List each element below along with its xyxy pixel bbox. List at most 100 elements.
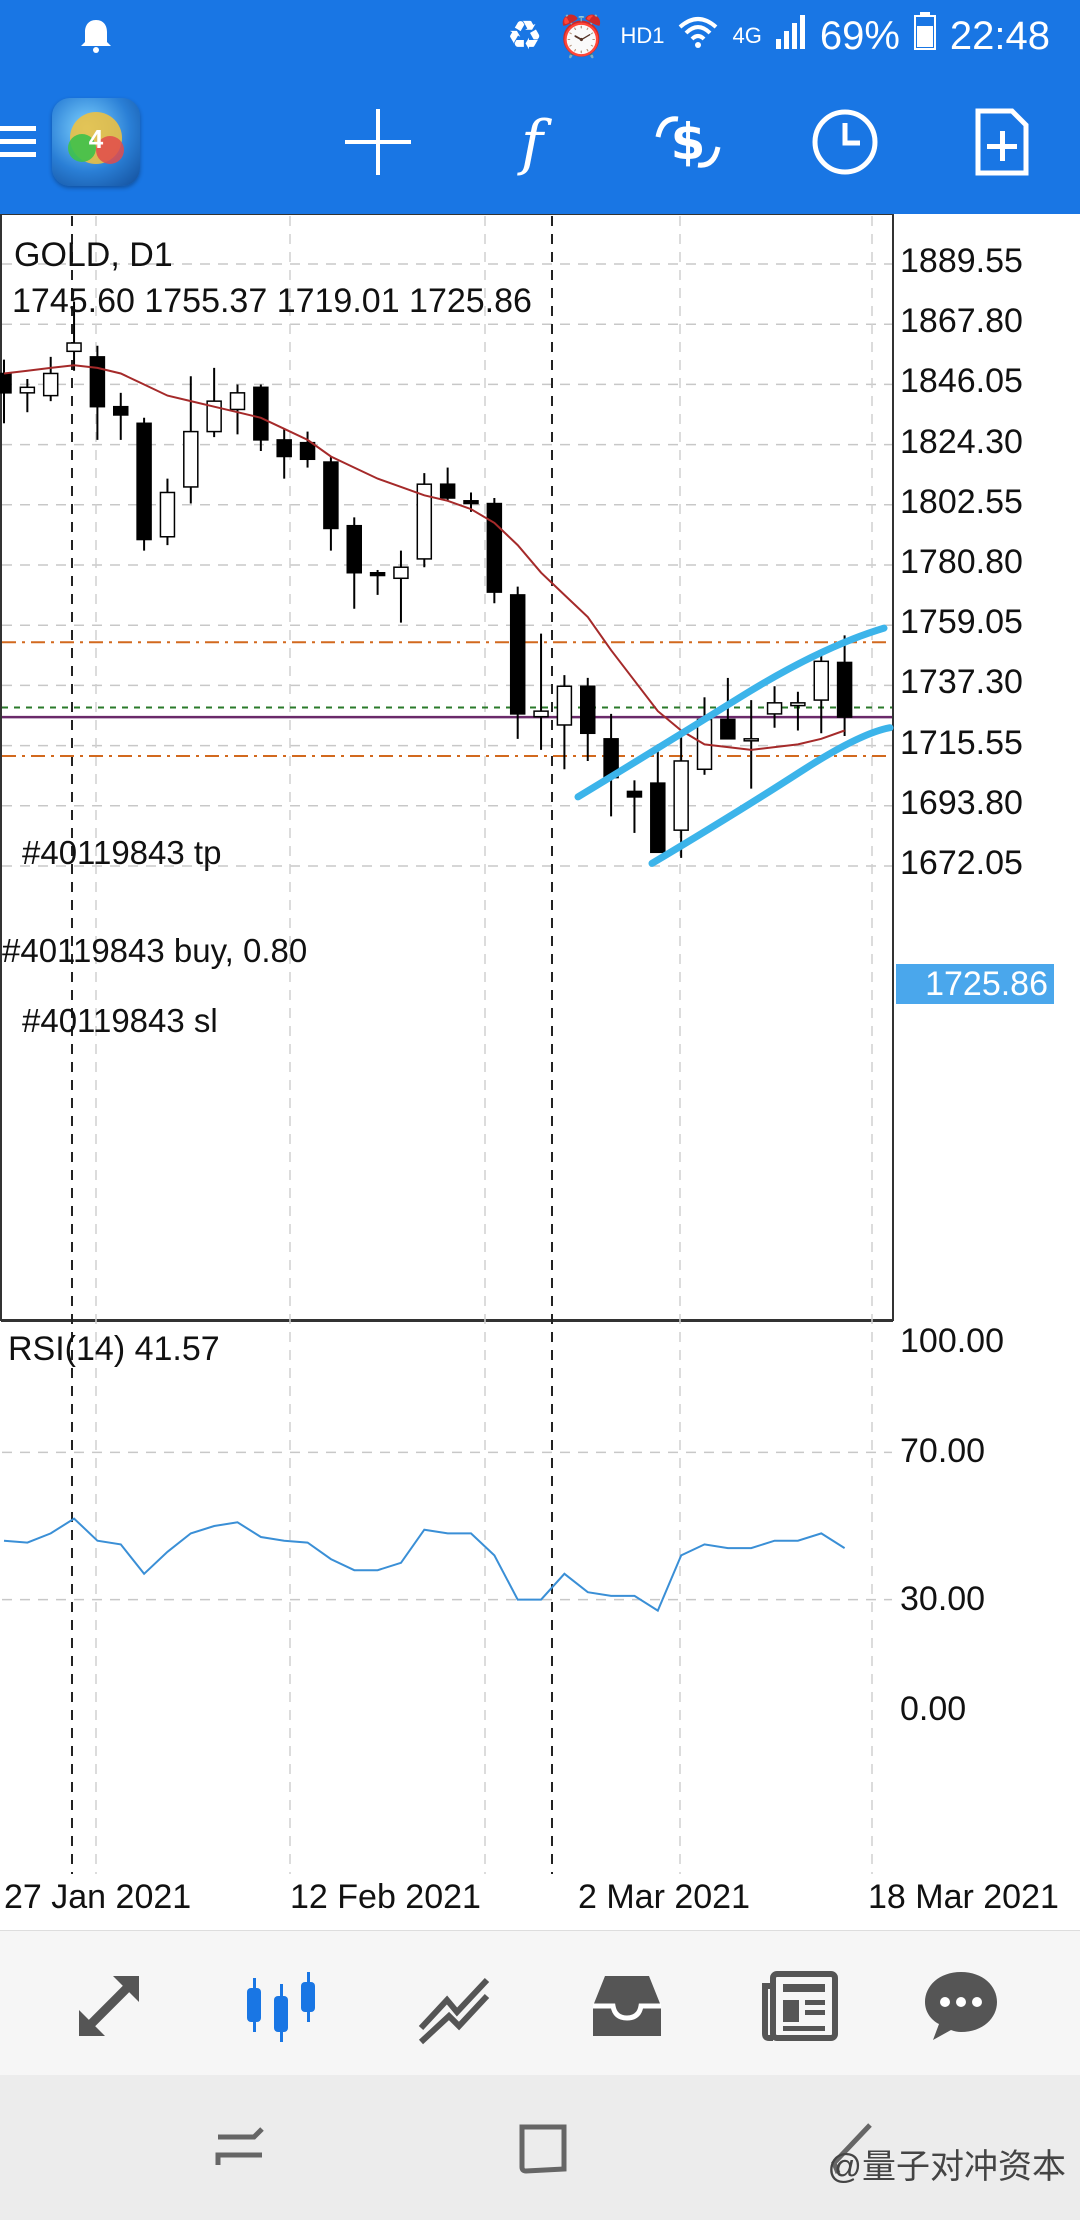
battery-icon [913, 12, 936, 60]
bull-candle [813, 660, 829, 701]
bear-candle [299, 441, 316, 461]
status-icons: ♻ ⏰ HD1 4G 69% 22:48 [507, 10, 1050, 62]
home-icon[interactable] [512, 2119, 572, 2184]
bear-candle [463, 500, 479, 505]
bull-candle [766, 702, 783, 715]
order-tp-label: #40119843 tp [22, 834, 222, 871]
trendline-lower [648, 724, 894, 867]
recent-apps-icon[interactable] [210, 2119, 270, 2184]
svg-text:4: 4 [89, 124, 104, 154]
price-chart[interactable] [0, 214, 1080, 1930]
price-scale-label: 1889.55 [900, 242, 1023, 280]
order-sl-label: #40119843 sl [22, 1002, 218, 1039]
svg-text:f: f [517, 108, 553, 177]
bull-candle [66, 342, 82, 353]
bull-candle [42, 372, 59, 397]
current-price-tag: 1725.86 [896, 964, 1054, 1004]
quotes-icon[interactable] [64, 1961, 154, 2051]
top-toolbar: 4 f $ [0, 72, 1080, 214]
symbol-title: GOLD, D1 [14, 236, 173, 274]
bear-candle [89, 356, 106, 408]
bear-candle [276, 439, 292, 458]
rsi-scale-label: 70.00 [900, 1432, 986, 1471]
trade-nav-icon[interactable] [410, 1961, 500, 2051]
wifi-icon [678, 14, 718, 59]
bear-candle [720, 718, 736, 740]
bear-candle [0, 372, 12, 394]
price-scale-label: 1672.05 [900, 844, 1023, 882]
bear-candle [113, 405, 129, 416]
order-buy-label: #40119843 buy, 0.80 [2, 932, 308, 969]
back-icon[interactable] [820, 2119, 880, 2184]
bear-candle [486, 502, 503, 593]
notification-bell-icon [81, 20, 111, 53]
price-scale-label: 1737.30 [900, 663, 1023, 702]
trade-icon[interactable]: $ [648, 102, 728, 182]
bull-candle [416, 483, 433, 560]
chart-grid [2, 216, 892, 1874]
period-separators [71, 216, 553, 1874]
chart-area[interactable]: GOLD, D1 1745.60 1755.37 1719.01 1725.86… [0, 214, 1080, 1930]
alarm-icon: ⏰ [556, 14, 607, 59]
price-scale-label: 1867.80 [900, 302, 1023, 341]
bear-candle [509, 594, 526, 715]
rsi-scale-label: 30.00 [900, 1579, 986, 1618]
bull-candle [393, 566, 409, 580]
new-order-icon[interactable] [962, 102, 1042, 182]
bear-candle [836, 661, 853, 718]
bull-candle [790, 702, 806, 707]
bear-candle [580, 685, 596, 735]
battery-percent: 69% [819, 13, 900, 58]
metatrader-logo-icon[interactable]: 4 [52, 98, 140, 186]
trendline-upper [574, 624, 888, 801]
rsi-scale-label: 0.00 [900, 1690, 967, 1728]
bull-candle [19, 386, 36, 394]
system-navigation-bar: @量子对冲资本 [0, 2075, 1080, 2220]
chart-icon[interactable] [236, 1961, 326, 2051]
rsi-line [3, 1517, 846, 1613]
price-scale-label: 1824.30 [900, 422, 1023, 461]
bull-candle [183, 430, 199, 488]
bear-candle [369, 571, 386, 577]
price-scale-label: 1802.55 [900, 482, 1023, 521]
menu-icon[interactable] [0, 102, 64, 182]
chat-icon[interactable] [916, 1961, 1006, 2051]
date-label-2: 12 Feb 2021 [290, 1878, 481, 1916]
bottom-navigation [0, 1930, 1080, 2076]
bull-candle [743, 738, 759, 742]
history-icon[interactable] [582, 1961, 672, 2051]
bear-candle [626, 790, 643, 798]
bull-candle [556, 685, 573, 726]
news-icon[interactable] [756, 1961, 846, 2051]
status-bar: ♻ ⏰ HD1 4G 69% 22:48 [0, 0, 1080, 72]
order-lines [2, 641, 892, 757]
moving-average-line [3, 364, 845, 751]
clock-time: 22:48 [949, 13, 1050, 58]
bear-candle [136, 422, 152, 541]
bull-candle [533, 710, 549, 718]
rsi-label: RSI(14) 41.57 [8, 1330, 220, 1368]
bear-candle [323, 461, 339, 530]
date-label-3: 2 Mar 2021 [578, 1878, 750, 1916]
price-scale-label: 1715.55 [900, 723, 1023, 762]
bear-candle [650, 782, 666, 854]
rsi-scale-label: 100.00 [900, 1322, 1004, 1360]
bull-candle [159, 491, 176, 538]
date-label-4: 18 Mar 2021 [868, 1878, 1059, 1916]
rsi-divider [1, 1320, 893, 1322]
bull-candle [206, 400, 222, 433]
save-icon: ♻ [506, 14, 543, 58]
bear-candle [253, 386, 269, 441]
bear-candle [439, 483, 456, 499]
price-scale-label: 1693.80 [900, 783, 1023, 822]
ohlc-values: 1745.60 1755.37 1719.01 1725.86 [12, 282, 532, 320]
price-scale-label: 1759.05 [900, 603, 1023, 642]
indicators-icon[interactable]: f [492, 102, 572, 182]
timeframe-icon[interactable] [805, 102, 885, 182]
bull-candle [229, 392, 246, 411]
crosshair-icon[interactable] [338, 102, 418, 182]
signal-bars-icon [775, 14, 806, 59]
price-scale-label: 1846.05 [900, 362, 1023, 401]
date-label-1: 27 Jan 2021 [4, 1878, 192, 1916]
signal-label: 4G [732, 23, 762, 48]
